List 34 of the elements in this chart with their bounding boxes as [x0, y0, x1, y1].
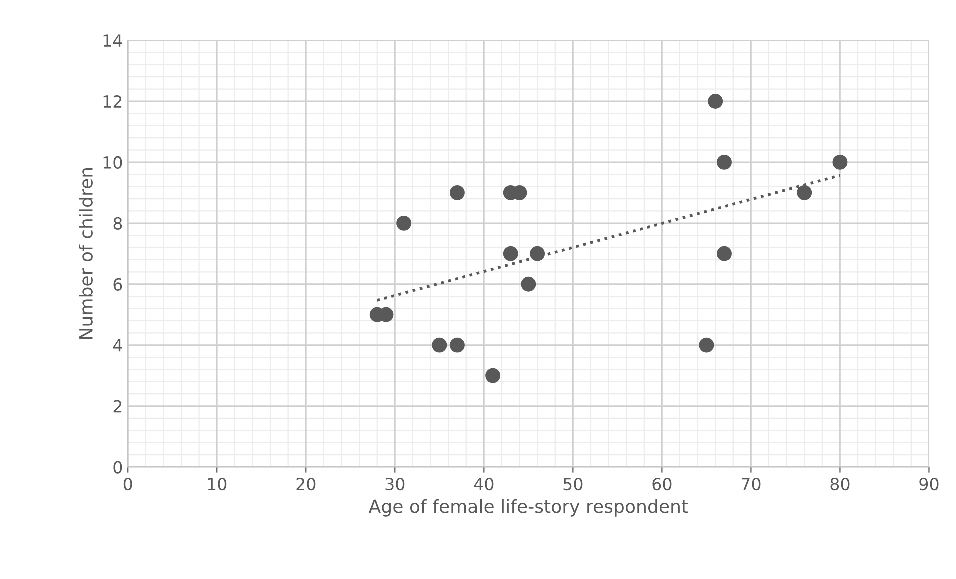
y-tick-label: 14	[104, 34, 122, 47]
y-tick-label: 12	[104, 95, 122, 108]
y-tick-label: 10	[104, 156, 122, 170]
x-tick-label: 90	[920, 478, 939, 491]
point	[450, 338, 465, 353]
x-tick-label: 10	[208, 478, 227, 491]
point	[450, 185, 465, 200]
y-tick-label: 0	[114, 461, 122, 474]
y-axis-title: Number of children	[79, 168, 93, 340]
y-tick-label: 2	[114, 400, 122, 413]
point	[797, 185, 812, 200]
x-tick-label: 80	[830, 478, 850, 491]
point	[717, 246, 732, 262]
y-tick-label: 8	[114, 217, 122, 230]
x-axis-title: Age of female life-story respondent	[368, 499, 688, 517]
x-tick-label: 20	[296, 478, 316, 491]
point	[486, 368, 501, 384]
y-tick-label: 4	[113, 340, 122, 352]
point	[503, 246, 518, 262]
point	[530, 246, 546, 262]
x-tick-label: 60	[652, 478, 672, 491]
x-tick-label: 40	[474, 478, 494, 491]
point	[717, 154, 732, 170]
x-tick-label: 70	[742, 478, 761, 491]
point	[521, 276, 536, 292]
x-tick-label: 50	[564, 478, 583, 491]
point	[396, 216, 412, 231]
point	[432, 338, 448, 353]
point	[699, 338, 714, 353]
x-tick-label: 30	[386, 478, 405, 491]
point	[832, 154, 848, 170]
y-tick-label: 6	[114, 278, 122, 291]
point	[708, 94, 724, 109]
x-tick-label: 0	[124, 478, 132, 491]
